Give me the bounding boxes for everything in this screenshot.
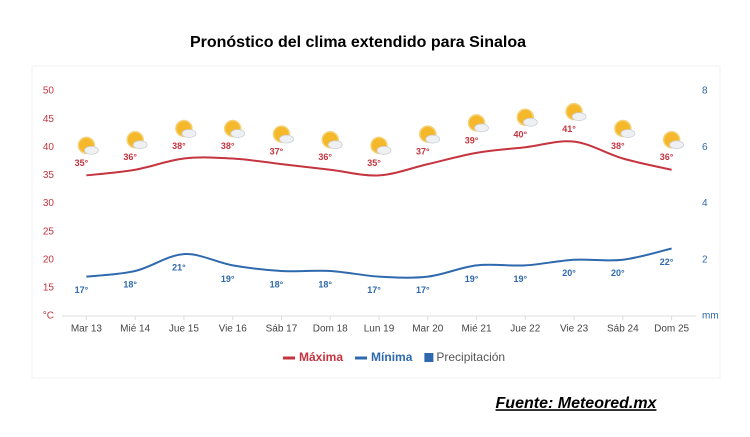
y2-tick-label: 2 xyxy=(702,254,708,265)
legend-label: Precipitación xyxy=(436,350,505,364)
weather-icon xyxy=(516,108,538,127)
icon-cloud xyxy=(522,117,538,127)
y-tick-label: 50 xyxy=(43,86,55,97)
y2-tick-label: mm xyxy=(702,311,719,322)
x-tick-label: Vie 23 xyxy=(560,324,589,335)
weather-icon xyxy=(370,136,392,155)
value-label: 41° xyxy=(562,124,576,134)
icon-cloud xyxy=(425,134,441,144)
value-label: 17° xyxy=(416,285,430,295)
weather-icon xyxy=(662,131,685,150)
x-tick-label: Mié 21 xyxy=(462,324,492,335)
x-tick-label: Mar 13 xyxy=(71,324,103,335)
value-label: 36° xyxy=(123,152,137,162)
chart-title: Pronóstico del clima extendido para Sina… xyxy=(190,34,526,51)
y2-tick-label: 6 xyxy=(702,142,708,153)
value-label: 38° xyxy=(611,141,625,151)
legend-label: Mínima xyxy=(371,350,413,364)
weather-icon xyxy=(126,131,148,150)
value-label: 18° xyxy=(270,279,284,289)
x-tick-label: Vie 16 xyxy=(219,324,248,335)
y-tick-label: 35 xyxy=(43,170,55,181)
y-tick-label: 15 xyxy=(43,283,55,294)
weather-icon xyxy=(419,125,441,144)
icon-cloud xyxy=(474,123,489,133)
y2-tick-label: 8 xyxy=(702,86,708,97)
value-label: 17° xyxy=(367,285,381,295)
legend-label: Máxima xyxy=(299,350,343,364)
icon-cloud xyxy=(279,134,294,144)
value-label: 22° xyxy=(660,257,674,267)
icon-cloud xyxy=(620,129,636,138)
value-label: 17° xyxy=(75,285,89,295)
x-tick-label: Dom 18 xyxy=(313,324,348,335)
x-tick-label: Mar 20 xyxy=(412,324,444,335)
y-tick-label: 25 xyxy=(43,226,55,237)
value-label: 18° xyxy=(123,279,137,289)
value-label: 19° xyxy=(513,274,527,284)
source: Fuente: Meteored.mx xyxy=(496,395,658,412)
icon-cloud xyxy=(376,145,392,155)
x-tick-label: Lun 19 xyxy=(364,324,395,335)
x-tick-label: Sáb 17 xyxy=(266,324,298,335)
value-label: 35° xyxy=(367,158,381,168)
x-tick-label: Jue 22 xyxy=(510,324,540,335)
series-line xyxy=(86,247,672,279)
value-label: 19° xyxy=(465,274,479,284)
weather-icon xyxy=(223,119,246,138)
value-label: 19° xyxy=(221,274,235,284)
y-tick-label: 40 xyxy=(43,142,55,153)
value-label: 18° xyxy=(318,279,332,289)
value-label: 20° xyxy=(562,268,576,278)
icon-cloud xyxy=(571,112,587,122)
value-label: 40° xyxy=(513,130,527,140)
weather-icon xyxy=(77,136,99,155)
icon-cloud xyxy=(327,140,343,150)
y-tick-label: 30 xyxy=(43,198,55,209)
chart-panel xyxy=(31,65,721,379)
y-tick-label: 45 xyxy=(43,114,55,125)
x-tick-label: Dom 25 xyxy=(654,324,689,335)
icon-cloud xyxy=(181,129,197,138)
icon-cloud xyxy=(132,140,148,150)
y-tick-label: 20 xyxy=(43,254,55,265)
icon-cloud xyxy=(669,140,685,150)
icon-cloud xyxy=(83,145,99,155)
series-line xyxy=(86,140,672,177)
x-tick-label: Mié 14 xyxy=(120,324,150,335)
value-label: 36° xyxy=(318,152,332,162)
weather-icon xyxy=(321,131,343,150)
x-tick-label: Jue 15 xyxy=(169,324,199,335)
value-label: 37° xyxy=(416,147,430,157)
value-label: 38° xyxy=(172,141,186,151)
weather-icon xyxy=(467,114,489,133)
weather-icon xyxy=(175,119,197,138)
y-tick-label: °C xyxy=(43,311,54,322)
y2-tick-label: 4 xyxy=(702,198,708,209)
x-tick-label: Sáb 24 xyxy=(607,324,639,335)
value-label: 36° xyxy=(660,152,674,162)
weather-icon xyxy=(272,125,294,144)
value-label: 21° xyxy=(172,263,186,273)
value-label: 39° xyxy=(465,135,479,145)
value-label: 35° xyxy=(75,158,89,168)
value-label: 37° xyxy=(270,147,284,157)
icon-cloud xyxy=(230,129,246,138)
value-label: 20° xyxy=(611,268,625,278)
weather-icon xyxy=(565,102,587,122)
legend-swatch xyxy=(424,353,434,362)
weather-icon xyxy=(614,119,636,138)
value-label: 38° xyxy=(221,141,235,151)
